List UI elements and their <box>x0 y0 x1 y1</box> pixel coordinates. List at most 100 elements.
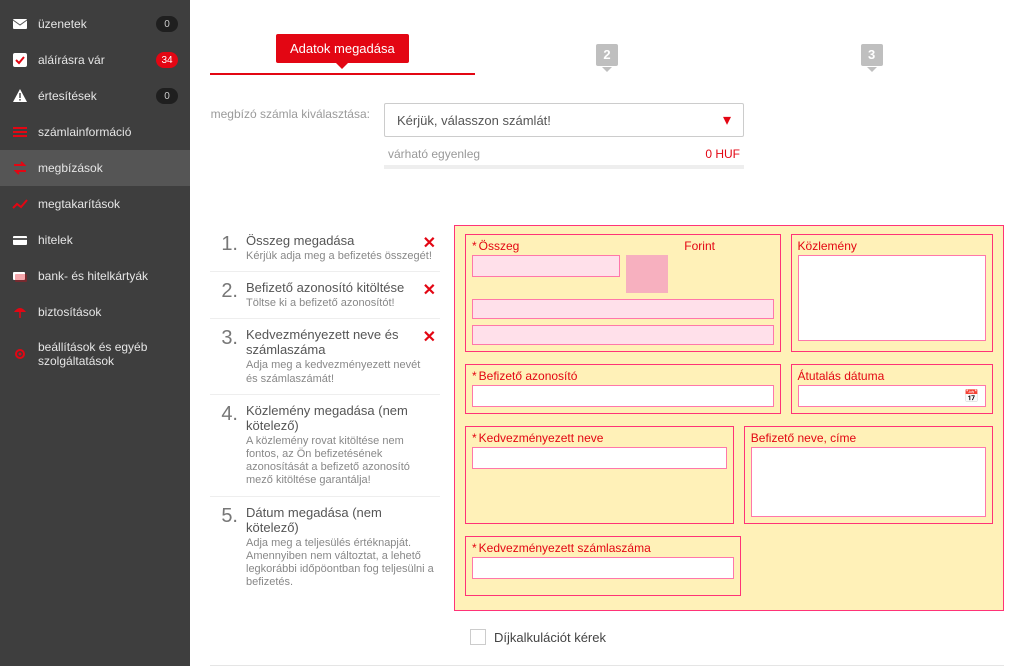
sidebar-item-label: üzenetek <box>38 17 146 31</box>
step-3[interactable]: 3 <box>739 44 1004 66</box>
slip-label-text: Befizető azonosító <box>479 369 578 383</box>
checklist-item: 4. Közlemény megadása (nem kötelező) A k… <box>210 394 440 496</box>
fee-calc-checkbox[interactable] <box>470 629 486 645</box>
account-selector-block: megbízó számla kiválasztása: Kérjük, vál… <box>210 103 1004 183</box>
slip-amount-label: *Összeg <box>472 239 620 253</box>
slip-benef-name-label: *Kedvezményezett neve <box>472 431 727 445</box>
sidebar-item-notifications[interactable]: értesítések 0 <box>0 78 190 114</box>
savings-icon <box>12 196 28 212</box>
sidebar: üzenetek 0 aláírásra vár 34 értesítések … <box>0 0 190 666</box>
sidebar-badge: 34 <box>156 52 178 68</box>
gear-icon <box>12 346 28 362</box>
amount-text-line2[interactable] <box>472 325 774 345</box>
payer-name-input[interactable] <box>751 447 986 517</box>
expected-balance-label: várható egyenleg <box>388 147 480 161</box>
sidebar-item-messages[interactable]: üzenetek 0 <box>0 6 190 42</box>
main-content: Adatok megadása 2 3 megbízó számla kivál… <box>190 0 1024 666</box>
sidebar-badge: 0 <box>156 88 178 104</box>
slip-date-block: Átutalás dátuma 📅 <box>791 364 993 414</box>
umbrella-icon <box>12 304 28 320</box>
amount-text-line1[interactable] <box>472 299 774 319</box>
checkbox-icon <box>12 52 28 68</box>
slip-date-label: Átutalás dátuma <box>798 369 986 383</box>
calendar-icon: 📅 <box>964 389 979 403</box>
slip-label-text: Kedvezményezett számlaszáma <box>479 541 651 555</box>
step-1: Adatok megadása <box>210 34 475 75</box>
sidebar-item-label: számlainformáció <box>38 125 178 139</box>
checklist-item: 5. Dátum megadása (nem kötelező) Adja me… <box>210 496 440 598</box>
sidebar-item-cards[interactable]: bank- és hitelkártyák <box>0 258 190 294</box>
account-select[interactable]: Kérjük, válasszon számlát! ▾ <box>384 103 744 137</box>
checklist-number: 4. <box>216 403 238 488</box>
sidebar-item-label: aláírásra vár <box>38 53 146 67</box>
cards-icon <box>12 268 28 284</box>
expected-balance-value: 0 HUF <box>705 147 740 161</box>
checklist-title: Összeg megadása <box>246 233 434 248</box>
sidebar-item-label: bank- és hitelkártyák <box>38 269 178 283</box>
checklist-title: Dátum megadása (nem kötelező) <box>246 505 434 535</box>
checklist-number: 1. <box>216 233 238 263</box>
slip-beneficiary-name-block: *Kedvezményezett neve <box>465 426 734 524</box>
slip-amount-block: *Összeg Forint <box>465 234 781 352</box>
invalid-icon: ✕ <box>423 280 436 300</box>
transfer-date-input[interactable]: 📅 <box>798 385 986 407</box>
slip-payer-name-label: Befizető neve, címe <box>751 431 986 445</box>
sidebar-item-label: hitelek <box>38 233 178 247</box>
slip-payer-name-block: Befizető neve, címe <box>744 426 993 524</box>
sidebar-item-label: értesítések <box>38 89 146 103</box>
sidebar-item-pending-sign[interactable]: aláírásra vár 34 <box>0 42 190 78</box>
invalid-icon: ✕ <box>423 327 436 347</box>
sidebar-item-label: biztosítások <box>38 305 178 319</box>
checklist-number: 2. <box>216 280 238 310</box>
chevron-down-icon: ▾ <box>723 110 731 130</box>
step-2[interactable]: 2 <box>475 44 740 66</box>
step-active-label: Adatok megadása <box>276 34 409 63</box>
slip-forint-label: Forint <box>626 239 774 253</box>
transfer-icon <box>12 160 28 176</box>
sidebar-item-insurance[interactable]: biztosítások <box>0 294 190 330</box>
step-number: 2 <box>596 44 618 66</box>
slip-payer-id-label: *Befizető azonosító <box>472 369 774 383</box>
sidebar-item-loans[interactable]: hitelek <box>0 222 190 258</box>
beneficiary-account-input[interactable] <box>472 557 734 579</box>
checklist-subtitle: Adja meg a kedvezményezett nevét és szám… <box>246 359 434 385</box>
invalid-icon: ✕ <box>423 233 436 253</box>
expected-balance-row: várható egyenleg 0 HUF <box>384 147 744 161</box>
sidebar-item-orders[interactable]: megbízások <box>0 150 190 186</box>
forint-box <box>626 255 668 293</box>
mail-icon <box>12 16 28 32</box>
sidebar-item-settings[interactable]: beállítások és egyéb szolgáltatások <box>0 330 190 378</box>
slip-message-block: Közlemény <box>791 234 993 352</box>
sidebar-item-label: megtakarítások <box>38 197 178 211</box>
sidebar-item-account-info[interactable]: számlainformáció <box>0 114 190 150</box>
alert-icon <box>12 88 28 104</box>
checklist-title: Kedvezményezett neve és számlaszáma <box>246 327 434 357</box>
step-underline <box>210 73 475 75</box>
checklist-subtitle: Adja meg a teljesülés értéknapját. Amenn… <box>246 537 434 590</box>
slip-spacer <box>751 536 993 596</box>
list-icon <box>12 124 28 140</box>
checklist: 1. Összeg megadása Kérjük adja meg a bef… <box>210 225 440 611</box>
step-number: 3 <box>861 44 883 66</box>
amount-input[interactable] <box>472 255 620 277</box>
slip-message-label: Közlemény <box>798 239 986 253</box>
payment-slip: *Összeg Forint <box>454 225 1004 611</box>
slip-benef-acct-label: *Kedvezményezett számlaszáma <box>472 541 734 555</box>
checklist-item: 1. Összeg megadása Kérjük adja meg a bef… <box>210 225 440 271</box>
message-input[interactable] <box>798 255 986 341</box>
sidebar-badge: 0 <box>156 16 178 32</box>
checklist-subtitle: Töltse ki a befizető azonosítót! <box>246 297 434 310</box>
slip-payer-id-block: *Befizető azonosító <box>465 364 781 414</box>
account-select-placeholder: Kérjük, válasszon számlát! <box>397 113 551 128</box>
fee-calc-label: Díjkalkulációt kérek <box>494 630 606 645</box>
checklist-number: 5. <box>216 505 238 590</box>
fee-calc-row: Díjkalkulációt kérek <box>470 629 1004 645</box>
sidebar-item-savings[interactable]: megtakarítások <box>0 186 190 222</box>
form-body: 1. Összeg megadása Kérjük adja meg a bef… <box>210 225 1004 611</box>
payer-id-input[interactable] <box>472 385 774 407</box>
checklist-item: 3. Kedvezményezett neve és számlaszáma A… <box>210 318 440 393</box>
beneficiary-name-input[interactable] <box>472 447 727 469</box>
checklist-subtitle: A közlemény rovat kitöltése nem fontos, … <box>246 435 434 488</box>
slip-label-text: Kedvezményezett neve <box>479 431 604 445</box>
expected-balance-bar <box>384 165 744 169</box>
